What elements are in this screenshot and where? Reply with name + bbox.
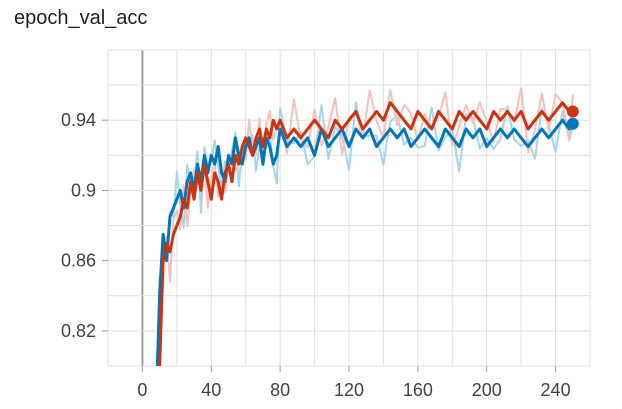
- series-end-markers: [566, 105, 579, 130]
- x-tick-label: 200: [472, 380, 502, 400]
- x-tick-label: 40: [201, 380, 221, 400]
- series-line-1: [158, 101, 573, 366]
- x-tick-label: 160: [403, 380, 433, 400]
- y-tick-label: 0.86: [61, 251, 96, 271]
- chart-title: epoch_val_acc: [14, 7, 148, 29]
- smoothed-series-lines: [155, 101, 575, 366]
- x-tick-label: 120: [334, 380, 364, 400]
- x-tick-label: 80: [270, 380, 290, 400]
- series-end-marker-0: [566, 117, 579, 130]
- x-axis-ticks: 0 40 80 120 160 200 240: [137, 366, 571, 400]
- y-axis-ticks: 0.82 0.86 0.9 0.94: [61, 110, 108, 341]
- x-tick-label: 240: [541, 380, 571, 400]
- x-tick-label: 0: [137, 380, 147, 400]
- series-end-marker-1: [566, 105, 579, 118]
- y-tick-label: 0.94: [61, 110, 96, 130]
- y-tick-label: 0.82: [61, 321, 96, 341]
- y-tick-label: 0.9: [71, 180, 96, 200]
